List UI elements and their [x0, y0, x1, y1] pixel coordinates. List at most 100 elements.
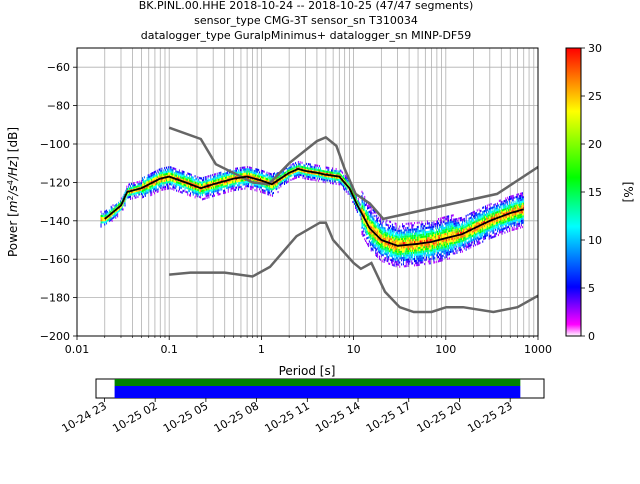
heatmap-cell: [408, 250, 409, 252]
heatmap-cell: [453, 221, 454, 223]
heatmap-cell: [344, 189, 345, 191]
heatmap-cell: [334, 170, 335, 172]
heatmap-cell: [424, 250, 425, 252]
heatmap-cell: [371, 216, 372, 218]
heatmap-cell: [509, 215, 510, 217]
heatmap-cell: [428, 260, 429, 262]
heatmap-cell: [178, 175, 179, 177]
heatmap-cell: [162, 174, 163, 176]
heatmap-cell: [267, 176, 268, 178]
heatmap-cell: [411, 248, 412, 250]
heatmap-cell: [146, 182, 147, 184]
heatmap-cell: [402, 223, 403, 225]
heatmap-cell: [433, 259, 434, 261]
heatmap-cell: [434, 238, 435, 240]
heatmap-cell: [390, 221, 391, 223]
heatmap-cell: [519, 225, 520, 227]
heatmap-cell: [314, 166, 315, 168]
heatmap-cell: [300, 174, 301, 176]
heatmap-cell: [346, 180, 347, 182]
heatmap-cell: [464, 222, 465, 224]
heatmap-cell: [343, 185, 344, 187]
heatmap-cell: [449, 247, 450, 249]
heatmap-cell: [417, 222, 418, 224]
heatmap-cell: [375, 229, 376, 231]
heatmap-cell: [486, 228, 487, 230]
heatmap-cell: [521, 199, 522, 201]
heatmap-cell: [494, 227, 495, 229]
heatmap-cell: [136, 186, 137, 188]
heatmap-cell: [311, 178, 312, 180]
heatmap-cell: [289, 176, 290, 178]
heatmap-cell: [392, 260, 393, 262]
heatmap-cell: [512, 229, 513, 231]
heatmap-cell: [438, 218, 439, 220]
heatmap-cell: [513, 222, 514, 224]
heatmap-cell: [152, 178, 153, 180]
heatmap-cell: [407, 233, 408, 235]
heatmap-cell: [497, 203, 498, 205]
heatmap-cell: [474, 234, 475, 236]
heatmap-cell: [503, 222, 504, 224]
heatmap-cell: [408, 250, 409, 252]
heatmap-cell: [401, 251, 402, 253]
heatmap-cell: [383, 242, 384, 244]
heatmap-cell: [104, 223, 105, 225]
heatmap-cell: [454, 219, 455, 221]
heatmap-cell: [406, 261, 407, 263]
heatmap-cell: [439, 237, 440, 239]
heatmap-cell: [518, 219, 519, 221]
heatmap-cell: [416, 249, 417, 251]
heatmap-cell: [522, 203, 523, 205]
heatmap-cell: [409, 248, 410, 250]
x-tick-label: 1000: [524, 343, 552, 356]
heatmap-cell: [410, 229, 411, 231]
heatmap-cell: [263, 191, 264, 193]
heatmap-cell: [255, 170, 256, 172]
heatmap-cell: [515, 196, 516, 198]
heatmap-cell: [453, 231, 454, 233]
heatmap-cell: [190, 188, 191, 190]
heatmap-cell: [425, 238, 426, 240]
heatmap-cell: [209, 190, 210, 192]
heatmap-cell: [307, 174, 308, 176]
heatmap-cell: [383, 231, 384, 233]
heatmap-cell: [197, 191, 198, 193]
heatmap-cell: [484, 214, 485, 216]
heatmap-cell: [197, 183, 198, 185]
heatmap-cell: [377, 218, 378, 220]
heatmap-cell: [206, 191, 207, 193]
heatmap-cell: [428, 243, 429, 245]
heatmap-cell: [444, 227, 445, 229]
heatmap-cell: [218, 187, 219, 189]
heatmap-cell: [405, 246, 406, 248]
heatmap-cell: [161, 174, 162, 176]
heatmap-cell: [294, 173, 295, 175]
heatmap-cell: [176, 173, 177, 175]
heatmap-cell: [185, 191, 186, 193]
heatmap-cell: [510, 204, 511, 206]
heatmap-cell: [439, 254, 440, 256]
heatmap-cell: [409, 239, 410, 241]
heatmap-cell: [444, 240, 445, 242]
heatmap-cell: [456, 231, 457, 233]
heatmap-cell: [519, 195, 520, 197]
heatmap-cell: [511, 197, 512, 199]
heatmap-cell: [427, 235, 428, 237]
heatmap-cell: [479, 227, 480, 229]
heatmap-cell: [483, 238, 484, 240]
heatmap-cell: [501, 218, 502, 220]
heatmap-cell: [266, 173, 267, 175]
heatmap-cell: [292, 178, 293, 180]
heatmap-cell: [508, 220, 509, 222]
heatmap-cell: [239, 180, 240, 182]
heatmap-cell: [299, 165, 300, 167]
heatmap-cell: [485, 225, 486, 227]
heatmap-cell: [515, 215, 516, 217]
heatmap-cell: [406, 255, 407, 257]
heatmap-cell: [340, 170, 341, 172]
heatmap-cell: [491, 235, 492, 237]
heatmap-cell: [518, 202, 519, 204]
heatmap-cell: [464, 247, 465, 249]
